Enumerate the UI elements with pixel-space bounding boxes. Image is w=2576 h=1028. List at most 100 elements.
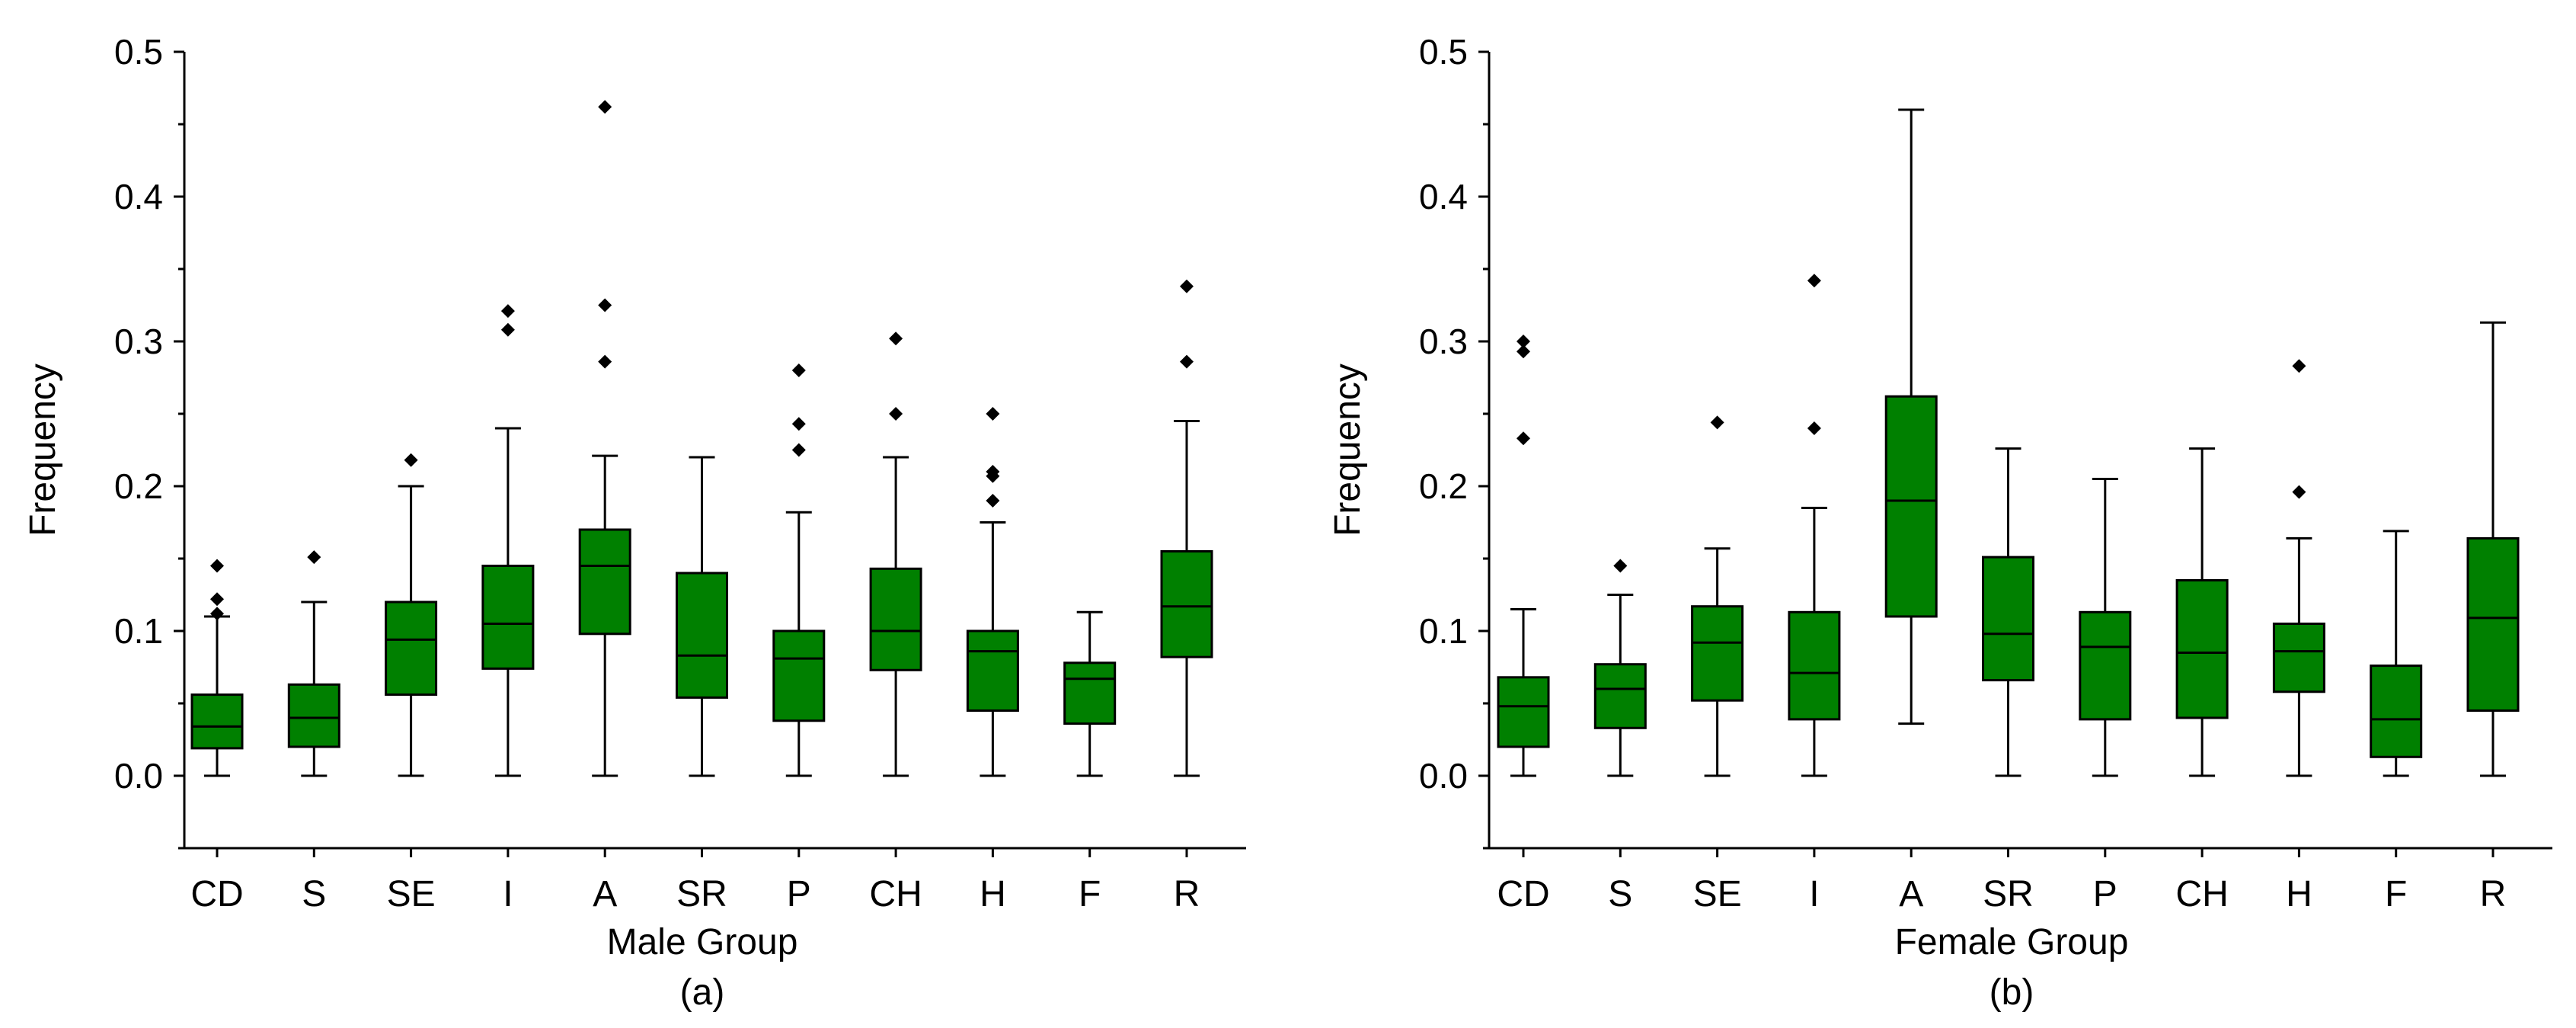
- outlier-point: [1517, 431, 1530, 446]
- x-tick-label: F: [2385, 874, 2407, 914]
- box-iqr: [1982, 556, 2034, 682]
- x-tick-label: CH: [2175, 874, 2228, 914]
- box-S: S: [1593, 559, 1647, 914]
- box-CH: CH: [2175, 447, 2229, 914]
- box-iqr: [869, 567, 922, 671]
- x-tick-label: H: [2286, 874, 2312, 914]
- box-SR: SR: [1982, 447, 2034, 914]
- box-F: F: [2370, 530, 2423, 914]
- x-tick-label: P: [2093, 874, 2117, 914]
- x-tick-label: A: [593, 874, 617, 914]
- box-iqr: [1063, 661, 1117, 725]
- box-A: A: [1884, 108, 1938, 914]
- y-tick-label: 0.5: [114, 32, 163, 72]
- x-axis-label: Female Group: [1895, 922, 2129, 962]
- outlier-point: [598, 354, 612, 369]
- outlier-point: [1180, 279, 1194, 293]
- x-tick-label: A: [1899, 874, 1923, 914]
- outlier-point: [986, 407, 1000, 421]
- box-iqr: [1593, 663, 1647, 729]
- box-A: A: [578, 100, 631, 914]
- y-tick-label: 0.2: [1419, 466, 1468, 506]
- y-tick-label: 0.0: [1419, 756, 1468, 796]
- outlier-point: [791, 363, 806, 377]
- box-R: R: [2466, 321, 2520, 914]
- outlier-point: [1613, 559, 1628, 573]
- x-axis-label: Male Group: [607, 922, 798, 962]
- outlier-point: [210, 592, 224, 607]
- panel-male-group: 0.0 0.1 0.2 0.3 0.4 0.5 Frequency CD S SE I A SR P CH H…: [23, 32, 1246, 1013]
- y-tick-label: 0.5: [1419, 32, 1468, 72]
- x-tick-label: R: [1174, 874, 1200, 914]
- box-SE: SE: [385, 453, 438, 914]
- box-iqr: [578, 528, 631, 636]
- outlier-point: [889, 407, 903, 421]
- box-iqr: [1691, 605, 1744, 702]
- outlier-point: [2292, 485, 2306, 499]
- box-P: P: [2079, 478, 2132, 914]
- x-tick-label: CD: [190, 874, 243, 914]
- outlier-point: [986, 465, 1000, 479]
- box-iqr: [1788, 610, 1841, 721]
- outlier-point: [1807, 274, 1821, 288]
- box-F: F: [1063, 610, 1117, 914]
- x-tick-label: CH: [869, 874, 922, 914]
- box-iqr: [2079, 610, 2132, 721]
- panel-label: (a): [680, 972, 725, 1013]
- box-iqr: [190, 693, 244, 750]
- box-R: R: [1160, 279, 1213, 914]
- x-tick-label: S: [1608, 874, 1632, 914]
- box-iqr: [1160, 550, 1213, 658]
- outlier-point: [791, 417, 806, 431]
- box-I: I: [1788, 274, 1841, 914]
- box-iqr: [2466, 536, 2520, 713]
- box-H: H: [2272, 359, 2325, 914]
- box-iqr: [287, 683, 340, 748]
- panel-label: (b): [1990, 972, 2034, 1013]
- box-iqr: [385, 600, 438, 697]
- box-S: S: [287, 550, 340, 914]
- panel-female-group: 0.0 0.1 0.2 0.3 0.4 0.5 Frequency CD S SE I A SR P CH H…: [1328, 32, 2552, 1013]
- box-iqr: [966, 629, 1019, 712]
- outlier-point: [210, 559, 224, 573]
- box-CD: CD: [190, 559, 244, 914]
- outlier-point: [1710, 415, 1724, 430]
- box-iqr: [676, 572, 728, 699]
- x-tick-label: F: [1079, 874, 1101, 914]
- x-tick-label: R: [2480, 874, 2507, 914]
- box-iqr: [1497, 676, 1550, 748]
- x-tick-label: SE: [1693, 874, 1742, 914]
- box-iqr: [1884, 395, 1938, 618]
- x-tick-label: CD: [1497, 874, 1549, 914]
- y-tick-label: 0.1: [114, 611, 163, 651]
- box-CH: CH: [869, 331, 922, 914]
- y-tick-label: 0.1: [1419, 611, 1468, 651]
- y-tick-label: 0.3: [114, 322, 163, 361]
- x-tick-label: H: [980, 874, 1006, 914]
- y-tick-label: 0.4: [114, 177, 163, 216]
- box-CD: CD: [1497, 335, 1550, 914]
- box-H: H: [966, 407, 1019, 914]
- outlier-point: [500, 304, 515, 319]
- outlier-point: [598, 100, 612, 114]
- y-tick-label: 0.4: [1419, 177, 1468, 216]
- box-I: I: [481, 304, 535, 914]
- x-tick-label: P: [787, 874, 811, 914]
- outlier-point: [500, 322, 515, 337]
- box-iqr: [481, 565, 535, 670]
- outlier-point: [791, 443, 806, 457]
- x-tick-label: SE: [387, 874, 436, 914]
- x-tick-label: SR: [676, 874, 727, 914]
- outlier-point: [1517, 344, 1530, 359]
- outlier-point: [598, 298, 612, 312]
- x-tick-label: SR: [1983, 874, 2034, 914]
- outlier-point: [1517, 335, 1530, 348]
- box-iqr: [2175, 579, 2229, 719]
- y-tick-label: 0.3: [1419, 322, 1468, 361]
- box-SE: SE: [1691, 415, 1744, 914]
- outlier-point: [307, 550, 321, 565]
- y-axis-label: Frequency: [23, 363, 63, 536]
- y-axis-label: Frequency: [1328, 363, 1368, 536]
- x-tick-label: S: [302, 874, 326, 914]
